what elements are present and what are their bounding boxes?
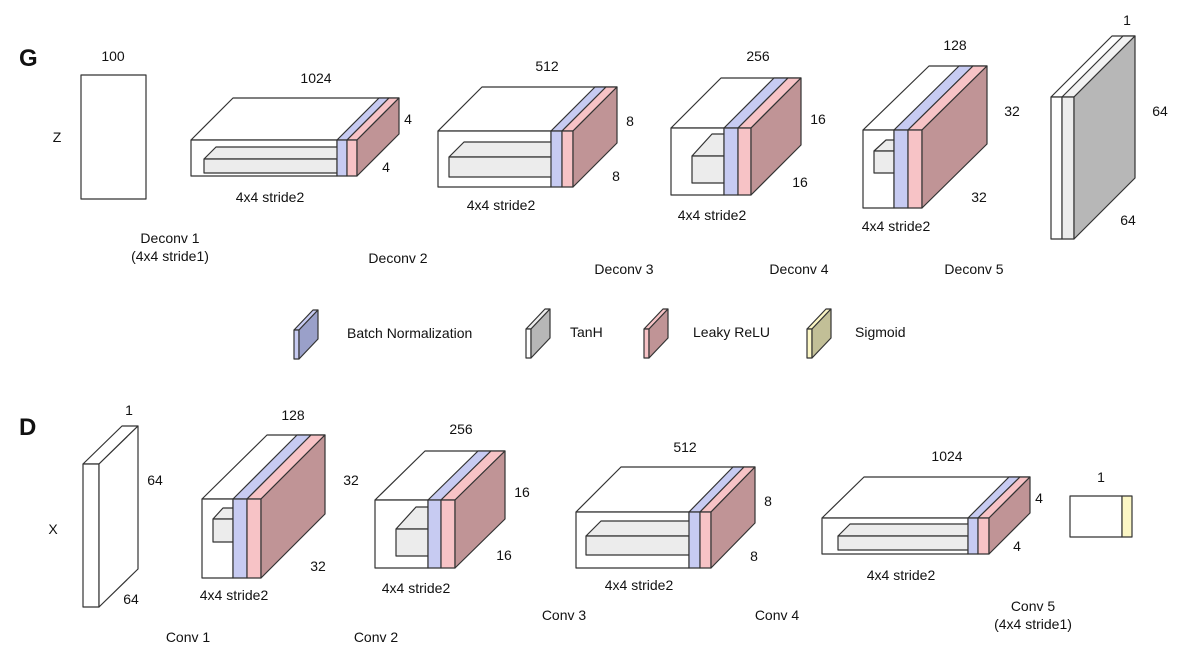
conv1-dim-top: 128 [281, 407, 305, 423]
conv2-dim-top: 256 [449, 421, 473, 437]
deconv3-kernel-label: 4x4 stride2 [678, 207, 747, 223]
deconv1-sub: (4x4 stride1) [131, 248, 209, 264]
conv3-block: 512 8 8 4x4 stride2 [575, 439, 772, 593]
conv2-kernel-label: 4x4 stride2 [382, 580, 451, 596]
deconv1-batchnorm [336, 139, 348, 177]
deconv4-kernel-label: 4x4 stride2 [862, 218, 931, 234]
legend-tanh-label: TanH [570, 324, 603, 340]
conv4-name: Conv 4 [755, 607, 800, 623]
x-dim-bottom: 64 [123, 591, 139, 607]
x-dim-top: 1 [125, 402, 133, 418]
deconv5-tanh-face [1061, 96, 1075, 240]
conv2-batchnorm [427, 499, 442, 569]
x-label: X [48, 521, 58, 537]
deconv4-dim-bottom: 32 [971, 189, 987, 205]
conv2-dim-right: 16 [514, 484, 530, 500]
deconv2-dim-top: 512 [535, 58, 559, 74]
conv1-batchnorm [232, 498, 248, 579]
conv4-batchnorm [967, 517, 979, 555]
leaky-relu-icon [643, 308, 669, 359]
deconv5-dim-top: 1 [1123, 12, 1131, 28]
generator-section-label: G [19, 45, 38, 72]
legend-leaky-relu-label: Leaky ReLU [693, 324, 770, 340]
deconv2-batchnorm [550, 130, 563, 188]
conv3-leaky-relu [699, 511, 712, 569]
deconv4-dim-right: 32 [1004, 103, 1020, 119]
conv1-block: 128 32 32 4x4 stride2 [200, 407, 359, 603]
deconv1-name: Deconv 1 [140, 230, 199, 246]
x-dim-right: 64 [147, 472, 163, 488]
deconv5-output-block: 1 64 64 [1050, 12, 1168, 240]
legend-sigmoid-label: Sigmoid [855, 324, 906, 340]
deconv3-block: 256 16 16 4x4 stride2 [670, 48, 826, 223]
deconv5-dim-bottom: 64 [1120, 212, 1136, 228]
deconv1-dim-right: 4 [404, 111, 412, 127]
legend-batch-norm-label: Batch Normalization [347, 325, 472, 341]
conv4-dim-bottom: 4 [1013, 538, 1021, 554]
sigmoid-icon [806, 308, 832, 359]
conv3-batchnorm [688, 511, 701, 569]
legend: Batch Normalization TanH Leaky ReLU Sigm… [293, 308, 906, 360]
deconv3-batchnorm [723, 127, 739, 196]
z-label: Z [53, 129, 62, 145]
conv5-sub: (4x4 stride1) [994, 616, 1072, 632]
deconv2-name: Deconv 2 [368, 250, 427, 266]
conv3-dim-right: 8 [764, 493, 772, 509]
deconv3-dim-bottom: 16 [792, 174, 808, 190]
deconv4-name: Deconv 4 [769, 261, 828, 277]
conv3-dim-bottom: 8 [750, 548, 758, 564]
conv3-dim-top: 512 [673, 439, 697, 455]
conv5-output-block: 1 [1069, 469, 1133, 538]
conv1-dim-right: 32 [343, 472, 359, 488]
conv2-leaky-relu [440, 499, 456, 569]
deconv4-batchnorm [893, 129, 909, 209]
deconv1-dim-bottom: 4 [382, 159, 390, 175]
conv4-block: 1024 4 4 4x4 stride2 [821, 448, 1043, 583]
conv2-dim-bottom: 16 [496, 547, 512, 563]
generator-input-z: 100 Z [53, 48, 147, 200]
conv2-name: Conv 2 [354, 629, 399, 645]
conv2-block: 256 16 16 4x4 stride2 [374, 421, 530, 596]
deconv2-dim-bottom: 8 [612, 168, 620, 184]
conv4-dim-top: 1024 [931, 448, 962, 464]
deconv1-block: 1024 4 4 4x4 stride2 [190, 70, 412, 205]
deconv3-leaky-relu [737, 127, 752, 196]
deconv5-dim-right: 64 [1152, 103, 1168, 119]
deconv2-dim-right: 8 [626, 113, 634, 129]
conv4-dim-right: 4 [1035, 490, 1043, 506]
deconv1-dim-top: 1024 [300, 70, 331, 86]
deconv4-dim-top: 128 [943, 37, 967, 53]
conv1-name: Conv 1 [166, 629, 211, 645]
conv3-kernel-label: 4x4 stride2 [605, 577, 674, 593]
deconv3-dim-right: 16 [810, 111, 826, 127]
deconv1-leaky-relu [346, 139, 358, 177]
deconv2-block: 512 8 8 4x4 stride2 [437, 58, 634, 213]
discriminator-section-label: D [19, 414, 36, 441]
conv5-name: Conv 5 [1011, 598, 1056, 614]
deconv2-leaky-relu [561, 130, 574, 188]
tanh-icon [525, 308, 551, 359]
conv5-sigmoid [1121, 495, 1133, 538]
batch-norm-icon [293, 309, 319, 360]
deconv4-leaky-relu [907, 129, 923, 209]
deconv2-kernel-label: 4x4 stride2 [467, 197, 536, 213]
conv4-kernel-label: 4x4 stride2 [867, 567, 936, 583]
conv1-dim-bottom: 32 [310, 558, 326, 574]
deconv1-kernel-label: 4x4 stride2 [236, 189, 305, 205]
conv5-dim-top: 1 [1097, 469, 1105, 485]
deconv3-name: Deconv 3 [594, 261, 653, 277]
conv1-kernel-label: 4x4 stride2 [200, 587, 269, 603]
deconv5-name: Deconv 5 [944, 261, 1003, 277]
conv1-leaky-relu [246, 498, 262, 579]
deconv3-dim-top: 256 [746, 48, 770, 64]
discriminator-input-x: 1 64 64 X [48, 402, 163, 608]
conv4-leaky-relu [977, 517, 990, 555]
z-dim-label: 100 [101, 48, 125, 64]
conv3-name: Conv 3 [542, 607, 587, 623]
deconv4-block: 128 32 32 4x4 stride2 [862, 37, 1020, 234]
